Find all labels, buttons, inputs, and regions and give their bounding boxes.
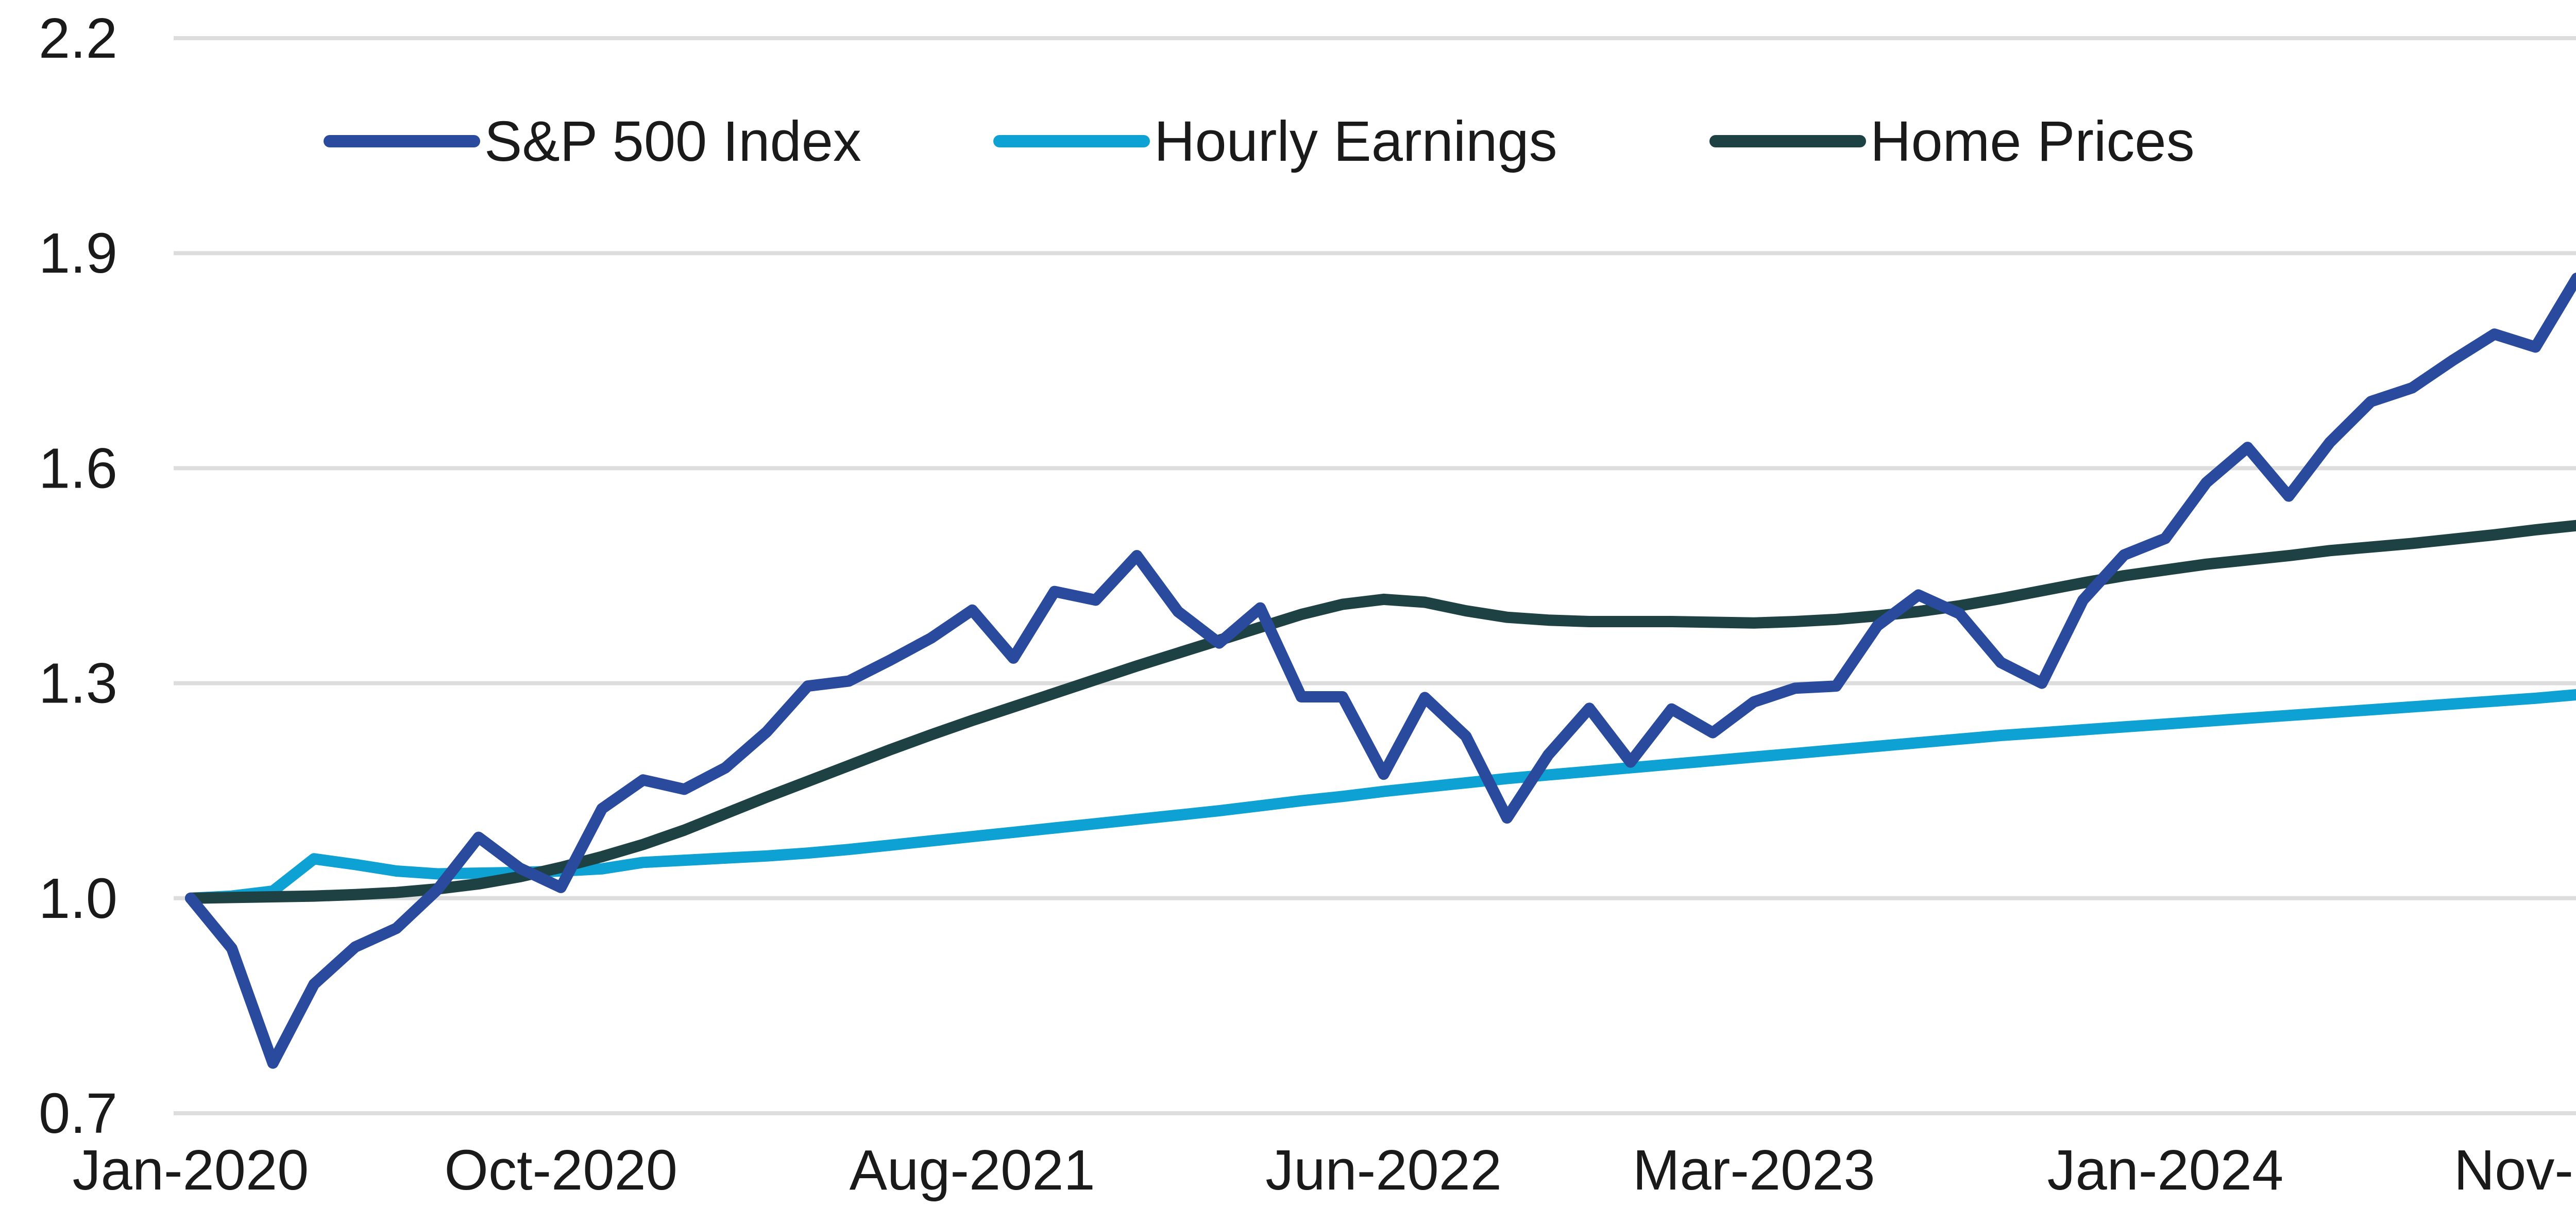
horizontal-gridlines (174, 36, 2576, 1115)
x-tick-label: Nov-2024 (2454, 1139, 2576, 1202)
y-tick-label: 1.6 (39, 437, 117, 500)
y-tick-label: 2.2 (39, 7, 117, 70)
legend-label: S&P 500 Index (484, 110, 861, 173)
legend-label: Home Prices (1870, 110, 2195, 173)
legend-item: Home Prices (1709, 110, 2195, 173)
y-tick-label: 1.0 (39, 867, 117, 930)
x-tick-label: Jan-2020 (73, 1139, 309, 1202)
data-series-lines (185, 273, 2576, 1069)
x-tick-label: Jan-2024 (2047, 1139, 2283, 1202)
y-tick-label: 1.9 (39, 222, 117, 285)
legend-item: Hourly Earnings (993, 110, 1557, 173)
x-tick-label: Jun-2022 (1265, 1139, 1502, 1202)
series-line-s-p-500-index (185, 273, 2576, 1069)
x-tick-label: Mar-2023 (1633, 1139, 1875, 1202)
legend-label: Hourly Earnings (1154, 110, 1557, 173)
series-line-hourly-earnings (185, 689, 2576, 904)
legend-item: S&P 500 Index (324, 110, 861, 173)
chart-legend: S&P 500 Index Hourly Earnings Home Prices (324, 110, 2195, 173)
x-axis-tick-labels: Jan-2020 Oct-2020 Aug-2021 Jun-2022 Mar-2023… (73, 1139, 2576, 1202)
y-tick-label: 0.7 (39, 1082, 117, 1145)
series-line-home-prices (185, 520, 2576, 904)
x-tick-label: Aug-2021 (850, 1139, 1095, 1202)
x-tick-label: Oct-2020 (444, 1139, 677, 1202)
y-axis-tick-labels: 2.2 1.9 1.6 1.3 1.0 0.7 (39, 7, 117, 1145)
y-tick-label: 1.3 (39, 652, 117, 715)
